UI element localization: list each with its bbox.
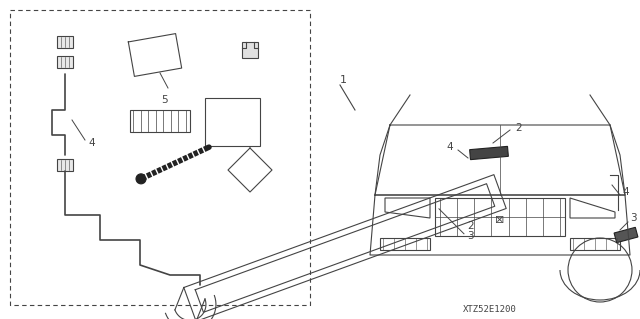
Text: XTZ52E1200: XTZ52E1200: [463, 306, 517, 315]
Text: 4: 4: [447, 142, 453, 152]
Bar: [57, 56, 73, 68]
Text: 2: 2: [467, 221, 474, 231]
Bar: [380, 238, 430, 250]
Bar: [570, 238, 620, 250]
Text: ⊠: ⊠: [495, 215, 505, 225]
Bar: [57, 36, 73, 48]
Bar: [470, 146, 508, 160]
Circle shape: [136, 174, 146, 184]
Bar: [10, 10, 310, 305]
Text: 5: 5: [162, 95, 168, 105]
Bar: [242, 42, 258, 58]
Bar: [130, 110, 190, 132]
Bar: [57, 159, 73, 171]
Bar: [435, 198, 565, 236]
Text: 1: 1: [339, 75, 346, 85]
Text: 3: 3: [630, 213, 637, 223]
Bar: [614, 227, 638, 243]
Bar: [205, 98, 260, 146]
Text: 4: 4: [622, 187, 628, 197]
Text: 4: 4: [88, 138, 95, 148]
Text: 2: 2: [515, 123, 522, 133]
Text: 3: 3: [467, 231, 474, 241]
